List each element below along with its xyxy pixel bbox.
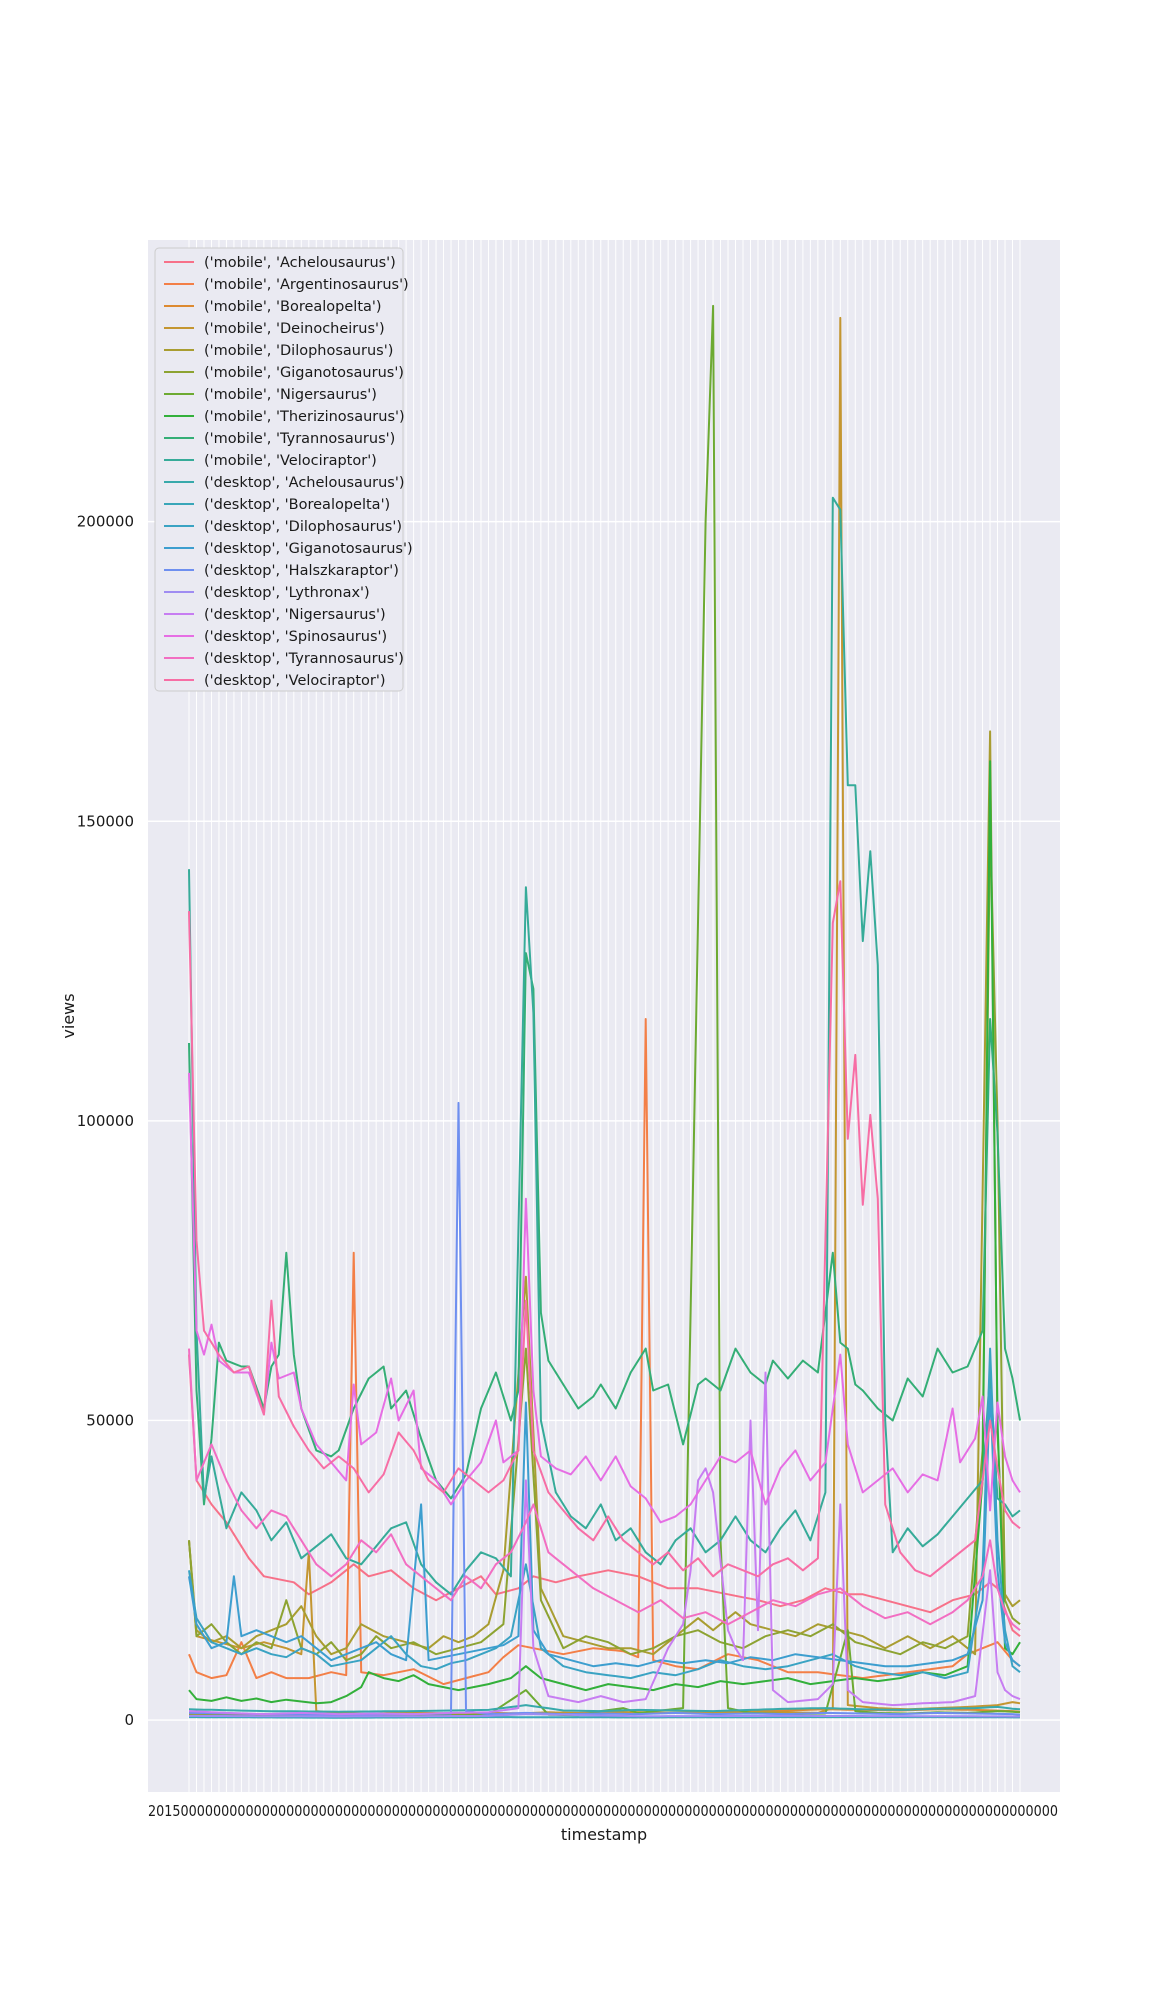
legend-label: ('desktop', 'Giganotosaurus') bbox=[204, 541, 413, 557]
y-axis-label: views bbox=[59, 993, 78, 1038]
legend-label: ('mobile', 'Giganotosaurus') bbox=[204, 365, 404, 381]
legend-label: ('mobile', 'Borealopelta') bbox=[204, 299, 382, 315]
legend-label: ('mobile', 'Nigersaurus') bbox=[204, 387, 377, 403]
y-gridlines bbox=[148, 520, 1060, 1721]
legend-label: ('mobile', 'Dilophosaurus') bbox=[204, 343, 393, 359]
series-line-17 bbox=[188, 1072, 1021, 1524]
legend-label: ('desktop', 'Tyrannosaurus') bbox=[204, 651, 404, 667]
y-tick-label: 0 bbox=[124, 1711, 134, 1729]
legend-label: ('desktop', 'Achelousaurus') bbox=[204, 475, 405, 491]
series-line-19 bbox=[188, 880, 1021, 1578]
series-line-9 bbox=[188, 496, 1021, 1596]
legend-label: ('mobile', 'Argentinosaurus') bbox=[204, 277, 409, 293]
legend-label: ('desktop', 'Dilophosaurus') bbox=[204, 519, 402, 535]
legend-label: ('desktop', 'Spinosaurus') bbox=[204, 629, 387, 645]
legend-label: ('mobile', 'Tyrannosaurus') bbox=[204, 431, 395, 447]
legend-label: ('desktop', 'Lythronax') bbox=[204, 585, 370, 601]
legend-items: ('mobile', 'Achelousaurus') ('mobile', 'A… bbox=[164, 255, 413, 689]
series-line-7 bbox=[188, 760, 1021, 1705]
series-line-15 bbox=[189, 1713, 1020, 1718]
series-line-4 bbox=[188, 730, 1021, 1656]
legend-label: ('desktop', 'Borealopelta') bbox=[204, 497, 390, 513]
series-line-12 bbox=[188, 1347, 1021, 1680]
series-line-18 bbox=[188, 1348, 1021, 1631]
series-line-8 bbox=[188, 952, 1021, 1506]
y-tick-labels: 0 50000 100000 150000 200000 bbox=[77, 513, 134, 1729]
series-line-1 bbox=[188, 1018, 1021, 1686]
y-tick-label: 150000 bbox=[77, 812, 134, 830]
series-line-5 bbox=[188, 820, 1021, 1662]
legend: ('mobile', 'Achelousaurus') ('mobile', 'A… bbox=[154, 247, 413, 692]
legend-label: ('mobile', 'Therizinosaurus') bbox=[204, 409, 405, 425]
x-axis-label: timestamp bbox=[561, 1825, 647, 1844]
y-tick-label: 50000 bbox=[86, 1411, 134, 1429]
legend-label: ('mobile', 'Deinocheirus') bbox=[204, 321, 385, 337]
legend-label: ('mobile', 'Velociraptor') bbox=[204, 453, 377, 469]
legend-label: ('desktop', 'Halszkaraptor') bbox=[204, 563, 399, 579]
y-tick-label: 100000 bbox=[77, 1112, 134, 1130]
legend-label: ('mobile', 'Achelousaurus') bbox=[204, 255, 396, 271]
series-line-13 bbox=[188, 1389, 1021, 1668]
x-tick-labels: 2015000000000000000000000000000000000000… bbox=[148, 1802, 1058, 1820]
series-lines bbox=[188, 304, 1021, 1719]
series-line-0 bbox=[188, 1354, 1021, 1637]
legend-label: ('desktop', 'Velociraptor') bbox=[204, 673, 386, 689]
legend-box bbox=[154, 247, 404, 692]
y-tick-label: 200000 bbox=[77, 513, 134, 531]
legend-label: ('desktop', 'Nigersaurus') bbox=[204, 607, 386, 623]
series-line-16 bbox=[188, 1371, 1021, 1716]
series-line-10 bbox=[188, 1704, 1021, 1713]
